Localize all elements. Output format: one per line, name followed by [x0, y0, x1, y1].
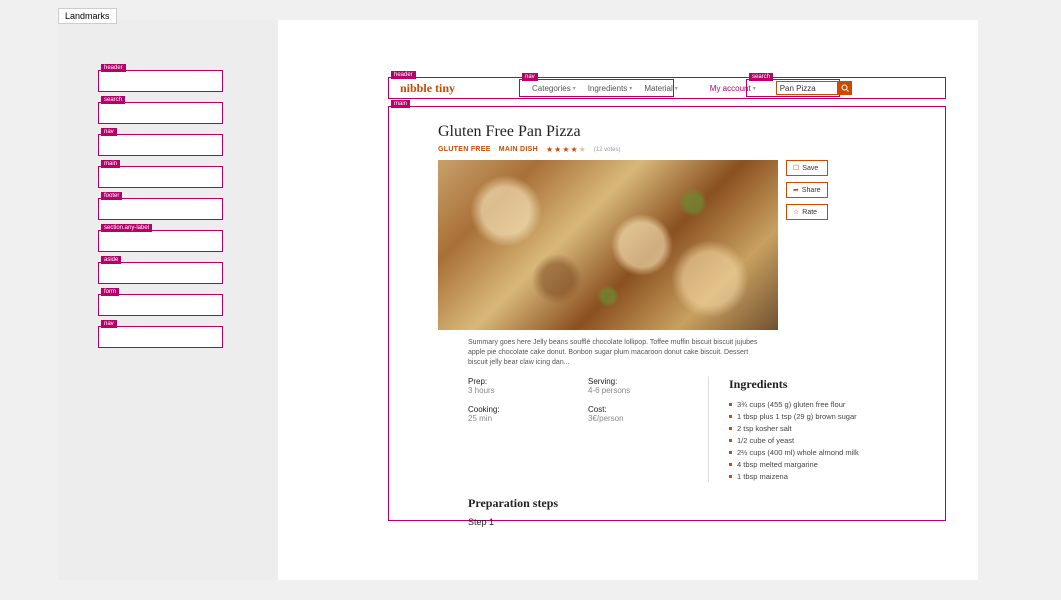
landmark-item[interactable]: form: [98, 294, 223, 316]
recipe-tag[interactable]: GLUTEN FREE: [438, 146, 491, 153]
bookmark-icon: ☐: [793, 164, 799, 172]
landmark-tag: section.any-label: [101, 224, 152, 232]
chevron-down-icon: ▾: [675, 85, 678, 92]
landmark-tag: nav: [101, 320, 117, 328]
search-input[interactable]: [776, 81, 838, 95]
chevron-down-icon: ▾: [753, 85, 756, 92]
nav-label: Material: [644, 84, 672, 93]
chevron-down-icon: ▾: [629, 85, 632, 92]
chevron-down-icon: ▾: [573, 85, 576, 92]
ingredient-item: 4 tbsp melted margarine: [729, 458, 859, 470]
cooking-label: Cooking:: [468, 405, 568, 414]
landmark-tag: nav: [101, 128, 117, 136]
landmark-item[interactable]: nav: [98, 134, 223, 156]
prep-label: Prep:: [468, 377, 568, 386]
share-icon: ➦: [793, 186, 799, 194]
star-icon: ★: [554, 145, 561, 154]
landmark-item[interactable]: header: [98, 70, 223, 92]
step-heading: Step 1: [468, 517, 878, 527]
star-icon: ☆: [793, 208, 799, 216]
serving-details: Serving: 4-6 persons Cost: 3€/person: [588, 377, 688, 482]
button-label: Save: [802, 165, 818, 172]
recipe-meta: GLUTEN FREE MAIN DISH ★ ★ ★ ★ ★ (12 vote…: [438, 145, 878, 154]
ingredient-item: 1 tbsp plus 1 tsp (29 g) brown sugar: [729, 410, 859, 422]
landmark-item[interactable]: section.any-label: [98, 230, 223, 252]
account-label: My account: [710, 84, 751, 93]
landmark-item[interactable]: footer: [98, 198, 223, 220]
nav-categories[interactable]: Categories▾: [528, 84, 580, 93]
landmark-tag: footer: [101, 192, 122, 200]
cooking-value: 25 min: [468, 414, 568, 423]
save-button[interactable]: ☐Save: [786, 160, 828, 176]
star-icon: ★: [579, 145, 586, 154]
search-form: [774, 79, 854, 97]
ingredients-title: Ingredients: [729, 377, 859, 392]
landmark-item[interactable]: main: [98, 166, 223, 188]
main-nav: Categories▾ Ingredients▾ Material▾: [524, 79, 686, 97]
landmark-item[interactable]: search: [98, 102, 223, 124]
landmark-tag: aside: [101, 256, 121, 264]
ingredients-section: Ingredients 3¾ cups (455 g) gluten free …: [729, 377, 859, 482]
page-preview: header nav search main nibble tiny Categ…: [278, 20, 978, 580]
vote-count: (12 votes): [594, 147, 621, 153]
landmark-tag: header: [101, 64, 126, 72]
ingredient-item: 1 tbsp maizena: [729, 470, 859, 482]
landmarks-sidebar: header search nav main footer section.an…: [58, 20, 278, 580]
site-header: nibble tiny Categories▾ Ingredients▾ Mat…: [388, 77, 928, 99]
ingredient-item: 1/2 cube of yeast: [729, 434, 859, 446]
star-icon: ★: [570, 145, 577, 154]
serving-label: Serving:: [588, 377, 688, 386]
landmark-tag: search: [101, 96, 125, 104]
recipe-actions: ☐Save ➦Share ☆Rate: [786, 160, 828, 330]
ingredient-item: 2⅔ cups (400 ml) whole almond milk: [729, 446, 859, 458]
landmark-tag: form: [101, 288, 119, 296]
nav-material[interactable]: Material▾: [640, 84, 681, 93]
landmark-item[interactable]: nav: [98, 326, 223, 348]
recipe-title: Gluten Free Pan Pizza: [438, 123, 878, 141]
account-menu[interactable]: My account▾: [704, 84, 762, 93]
ingredient-item: 2 tsp kosher salt: [729, 422, 859, 434]
landmarks-tab[interactable]: Landmarks: [58, 8, 117, 24]
rate-button[interactable]: ☆Rate: [786, 204, 828, 220]
button-label: Rate: [802, 209, 817, 216]
nav-ingredients[interactable]: Ingredients▾: [584, 84, 637, 93]
landmark-item[interactable]: aside: [98, 262, 223, 284]
divider: [708, 377, 709, 482]
nav-label: Ingredients: [588, 84, 628, 93]
ingredients-list: 3¾ cups (455 g) gluten free flour 1 tbsp…: [729, 398, 859, 482]
cost-label: Cost:: [588, 405, 688, 414]
button-label: Share: [802, 187, 821, 194]
star-icon: ★: [562, 145, 569, 154]
recipe-summary: Summary goes here Jelly beans soufflé ch…: [468, 338, 758, 367]
search-button[interactable]: [838, 81, 852, 95]
prep-value: 3 hours: [468, 386, 568, 395]
cost-value: 3€/person: [588, 414, 688, 423]
recipe-hero-image: [438, 160, 778, 330]
timing-details: Prep: 3 hours Cooking: 25 min: [468, 377, 568, 482]
preparation-title: Preparation steps: [468, 496, 878, 511]
ingredient-item: 3¾ cups (455 g) gluten free flour: [729, 398, 859, 410]
recipe-tag[interactable]: MAIN DISH: [499, 146, 538, 153]
search-icon: [841, 84, 849, 92]
serving-value: 4-6 persons: [588, 386, 688, 395]
nav-label: Categories: [532, 84, 571, 93]
site-logo[interactable]: nibble tiny: [400, 81, 500, 96]
recipe-main: Gluten Free Pan Pizza GLUTEN FREE MAIN D…: [388, 123, 928, 527]
share-button[interactable]: ➦Share: [786, 182, 828, 198]
landmark-tag: main: [101, 160, 120, 168]
star-icon: ★: [546, 145, 553, 154]
rating-stars[interactable]: ★ ★ ★ ★ ★: [546, 145, 586, 154]
